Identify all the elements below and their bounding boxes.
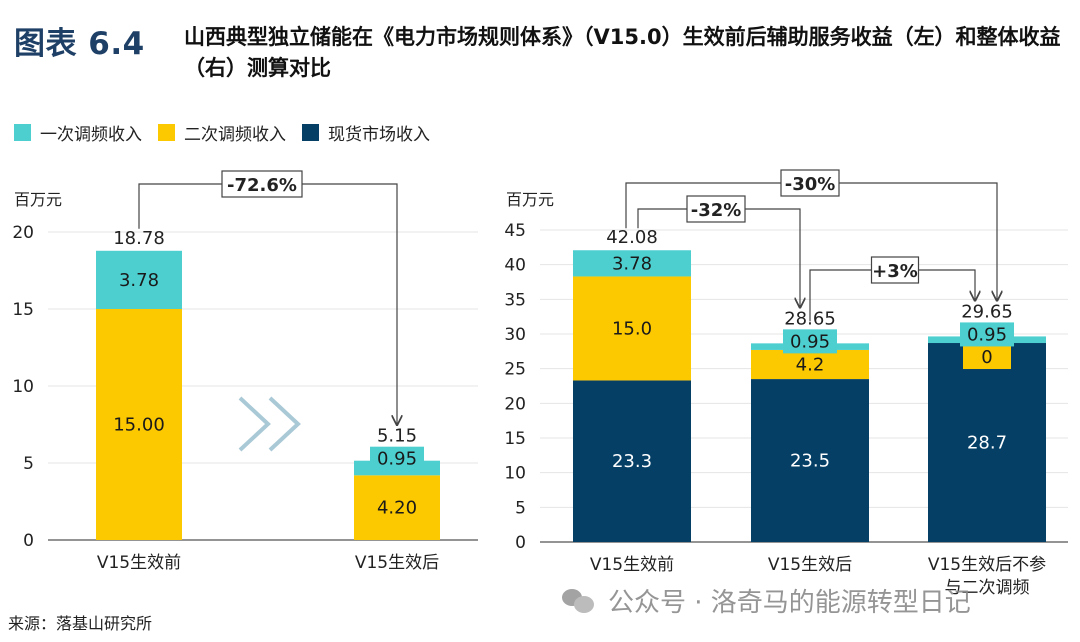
right-y-tick-label: 20 (504, 394, 526, 414)
right-y-tick-label: 0 (515, 533, 526, 553)
left-y-unit-label: 百万元 (14, 190, 62, 209)
right-y-tick-label: 45 (504, 221, 526, 241)
left-data-label: 4.20 (377, 498, 417, 519)
right-data-label: 0.95 (967, 324, 1007, 345)
left-x-tick-label: V15生效前 (97, 553, 181, 573)
right-data-label-box (960, 322, 1014, 347)
legend-swatch-secondary (158, 124, 175, 141)
right-y-tick-label: 5 (515, 498, 526, 518)
right-data-label: 23.5 (790, 451, 830, 472)
left-annotation-box (221, 170, 303, 198)
right-data-label-box (783, 329, 837, 354)
right-y-tick-label: 35 (504, 290, 526, 310)
right-data-label: 23.3 (612, 451, 652, 472)
left-y-tick-label: 20 (12, 223, 34, 243)
left-bar-segment (96, 309, 182, 540)
watermark: 公众号 · 洛奇马的能源转型日记 (562, 582, 971, 619)
right-bar-segment (573, 250, 691, 277)
figure-title: 山西典型独立储能在《电力市场规则体系》（V15.0）生效前后辅助服务收益（左）和… (184, 25, 1061, 80)
right-annotation-label: -30% (785, 174, 836, 195)
left-bar-segment (354, 475, 440, 540)
right-x-tick-label: V15生效后 (768, 555, 852, 575)
left-y-tick-label: 5 (23, 454, 34, 474)
left-data-label-box (370, 446, 424, 471)
right-data-label-box (963, 345, 1011, 370)
wechat-icon (562, 587, 596, 615)
right-y-tick-label: 10 (504, 464, 526, 484)
legend-item-spot: 现货市场收入 (302, 120, 430, 145)
right-x-tick-label: V15生效前 (590, 555, 674, 575)
right-data-label: 15.0 (612, 318, 652, 339)
right-annotation-box (870, 256, 920, 284)
left-data-label: 3.78 (119, 270, 159, 291)
right-annotation-box (780, 169, 840, 197)
right-total-label: 42.08 (606, 227, 658, 248)
right-annotation-box (686, 195, 746, 223)
right-data-label: 28.7 (967, 433, 1007, 454)
left-data-label: 0.95 (377, 449, 417, 470)
right-bar-segment (573, 276, 691, 381)
right-data-label: 0.95 (790, 331, 830, 352)
right-bar-segment (573, 380, 691, 542)
right-annotation-label: +3% (872, 261, 918, 282)
legend-swatch-spot (302, 124, 319, 141)
legend-item-primary: 一次调频收入 (14, 120, 142, 145)
legend-label-secondary: 二次调频收入 (184, 125, 286, 145)
left-total-label: 5.15 (377, 426, 417, 447)
left-x-tick-label: V15生效后 (355, 553, 439, 573)
right-x-tick-label: V15生效后不参 (928, 555, 1046, 575)
watermark-text: 公众号 · 洛奇马的能源转型日记 (608, 588, 971, 618)
left-y-tick-label: 15 (12, 300, 34, 320)
right-y-tick-label: 15 (504, 429, 526, 449)
right-data-label: 0 (981, 347, 992, 368)
right-annotation-label: -32% (691, 200, 742, 221)
left-data-label: 15.00 (113, 415, 165, 436)
legend-label-spot: 现货市场收入 (328, 125, 430, 145)
figure-number: 图表 6.4 (14, 26, 145, 62)
legend-item-secondary: 二次调频收入 (158, 120, 286, 145)
left-annotation-label: -72.6% (227, 175, 297, 196)
chart-legend: 一次调频收入 二次调频收入 现货市场收入 (14, 120, 446, 145)
legend-label-primary: 一次调频收入 (40, 125, 142, 145)
right-y-tick-label: 30 (504, 325, 526, 345)
chevron-right-icon (268, 396, 301, 452)
right-total-label: 29.65 (961, 301, 1013, 322)
right-y-tick-label: 40 (504, 256, 526, 276)
right-bar-segment (928, 343, 1046, 542)
right-bar-segment (751, 349, 869, 380)
right-data-label: 3.78 (612, 253, 652, 274)
right-y-unit-label: 百万元 (506, 190, 554, 209)
left-y-tick-label: 10 (12, 377, 34, 397)
left-bar-segment (96, 250, 182, 309)
left-total-label: 18.78 (113, 228, 165, 249)
right-bar-segment (751, 379, 869, 542)
right-x-tick-label-cont: 与二次调频 (945, 578, 1030, 598)
source-note: 来源：落基山研究所 (8, 614, 153, 633)
left-y-tick-label: 0 (23, 531, 34, 551)
chevron-right-icon (238, 396, 271, 452)
legend-swatch-primary (14, 124, 31, 141)
right-y-tick-label: 25 (504, 360, 526, 380)
right-data-label: 4.2 (796, 355, 825, 376)
